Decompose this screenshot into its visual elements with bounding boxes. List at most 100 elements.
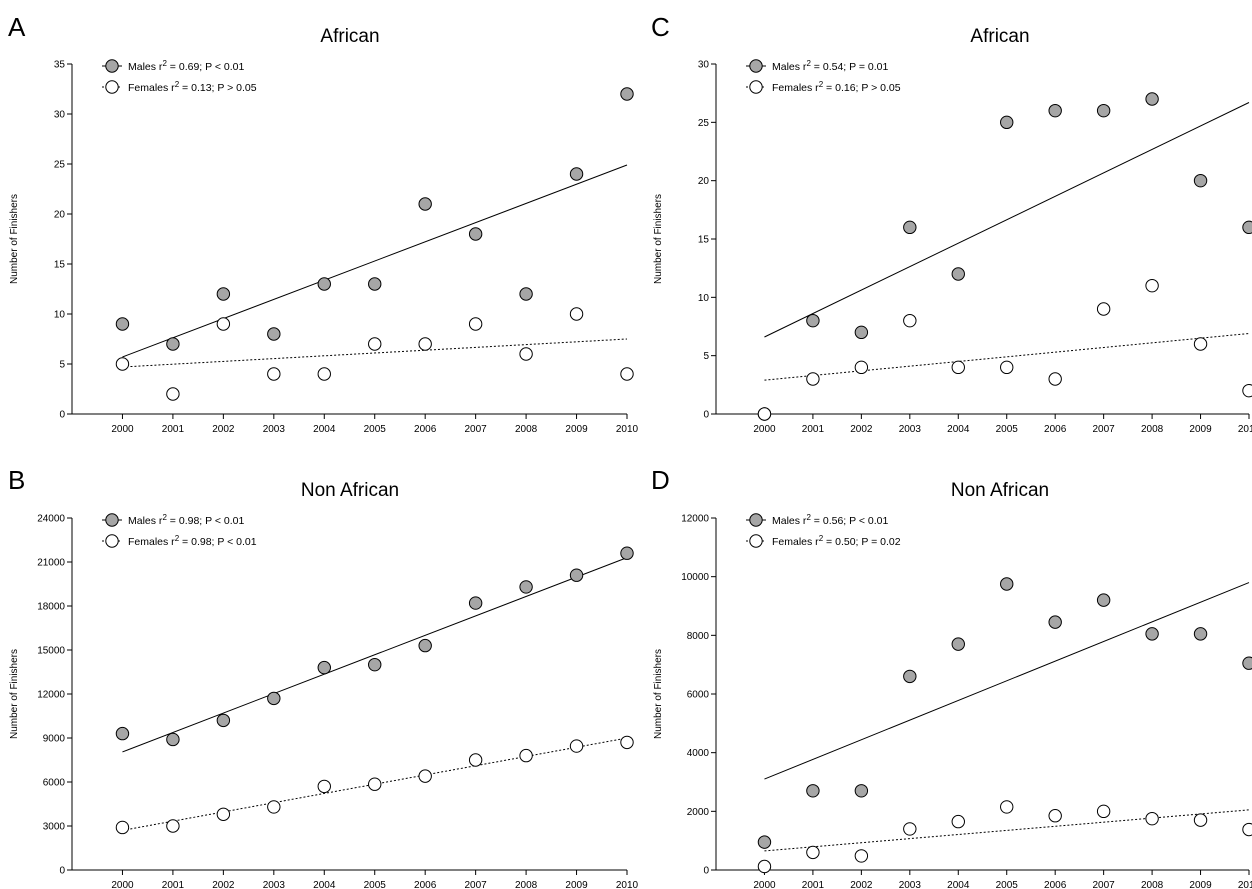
point-females (519, 748, 533, 763)
point-males (519, 287, 533, 301)
point-males (757, 835, 772, 849)
y-tick-label: 0 (703, 866, 709, 877)
panel-c: C African 0 5 10 15 20 25 30 2000 2001 2002 2003 2004… (651, 12, 1252, 435)
point-females (1048, 372, 1062, 386)
x-tick-label: 2004 (313, 880, 336, 889)
point-males (317, 660, 331, 675)
point-males (1048, 103, 1062, 118)
point-males (115, 726, 130, 741)
x-tick-label: 2010 (616, 880, 639, 889)
point-males (569, 167, 584, 181)
y-tick-label: 15 (698, 235, 710, 246)
point-males (951, 637, 965, 651)
x-tick-label: 2000 (111, 424, 134, 435)
point-males (1193, 627, 1208, 641)
point-females (166, 387, 180, 401)
y-tick-label: 25 (698, 118, 710, 129)
x-tick-label: 2001 (162, 880, 185, 889)
panel-letter: C (651, 12, 670, 42)
x-tick-label: 2001 (802, 424, 825, 435)
point-males (1048, 615, 1062, 629)
y-tick-label: 12000 (681, 514, 709, 525)
legend-marker (105, 80, 119, 94)
x-tick-label: 2003 (263, 880, 286, 889)
point-females (216, 807, 231, 821)
x-tick-label: 2008 (1141, 424, 1164, 435)
point-males (368, 657, 382, 672)
x-tick-label: 2003 (263, 424, 286, 435)
legend-marker (105, 513, 119, 527)
legend-label: Males r2 = 0.98; P < 0.01 (128, 513, 245, 527)
point-males (854, 784, 869, 798)
point-males (951, 267, 965, 281)
panel-title: African (320, 26, 379, 47)
point-males (806, 313, 820, 328)
x-tick-label: 2007 (465, 424, 488, 435)
point-females (903, 822, 917, 836)
y-tick-label: 35 (54, 60, 66, 71)
x-tick-label: 2007 (1093, 880, 1116, 889)
point-females (468, 317, 483, 331)
point-females (569, 307, 584, 321)
point-males (468, 227, 483, 241)
y-tick-label: 10 (698, 293, 710, 304)
y-tick-label: 0 (703, 410, 709, 421)
x-tick-label: 2005 (364, 424, 387, 435)
y-tick-label: 15000 (37, 646, 65, 657)
legend-label: Males r2 = 0.69; P < 0.01 (128, 59, 245, 73)
y-axis-label: Number of Finishers (9, 649, 20, 739)
point-females (1145, 278, 1159, 293)
point-females (317, 367, 331, 381)
legend-entry-females: Females r2 = 0.13; P > 0.05 (102, 80, 257, 94)
x-tick-label: 2008 (1141, 880, 1164, 889)
point-females (1193, 813, 1208, 827)
legend-entry-females: Females r2 = 0.98; P < 0.01 (102, 534, 257, 548)
point-females (468, 753, 483, 767)
x-tick-label: 2007 (1093, 424, 1116, 435)
point-females (368, 777, 382, 791)
x-tick-label: 2009 (565, 880, 588, 889)
trend-line-males (122, 557, 628, 753)
point-males (1242, 656, 1252, 670)
y-tick-label: 9000 (43, 734, 66, 745)
y-tick-label: 0 (59, 866, 65, 877)
legend-marker (749, 534, 763, 548)
point-males (1000, 115, 1014, 130)
point-males (854, 325, 869, 340)
x-tick-label: 2005 (996, 424, 1019, 435)
panel-d: D Non African 0 2000 4000 6000 8000 10000 12000 2… (651, 465, 1252, 889)
x-tick-label: 2003 (899, 880, 922, 889)
point-males (1193, 173, 1208, 188)
point-females (1242, 822, 1252, 837)
y-tick-label: 3000 (43, 822, 66, 833)
legend-marker (749, 513, 763, 527)
panel-letter: D (651, 465, 670, 495)
panel-title: Non African (951, 480, 1049, 501)
x-tick-label: 2005 (364, 880, 387, 889)
point-females (1000, 360, 1014, 375)
trend-line-females (764, 333, 1250, 381)
y-tick-label: 4000 (687, 748, 710, 759)
y-tick-label: 21000 (37, 558, 65, 569)
point-males (216, 713, 231, 728)
point-males (468, 596, 483, 610)
point-females (757, 407, 772, 421)
point-females (854, 849, 869, 863)
y-tick-label: 6000 (43, 778, 66, 789)
y-tick-label: 20 (698, 176, 710, 187)
point-females (267, 367, 281, 381)
point-females (115, 357, 130, 371)
point-males (166, 337, 180, 351)
point-females (951, 814, 965, 829)
panel-title: African (970, 26, 1029, 47)
point-females (115, 820, 130, 835)
y-axis-label: Number of Finishers (653, 194, 664, 284)
x-tick-label: 2009 (1189, 880, 1212, 889)
x-tick-label: 2003 (899, 424, 922, 435)
x-tick-label: 2008 (515, 424, 538, 435)
y-tick-label: 18000 (37, 602, 65, 613)
y-tick-label: 30 (54, 110, 66, 121)
x-tick-label: 2002 (850, 424, 873, 435)
point-males (216, 287, 231, 301)
legend-entry-males: Males r2 = 0.98; P < 0.01 (102, 513, 245, 527)
